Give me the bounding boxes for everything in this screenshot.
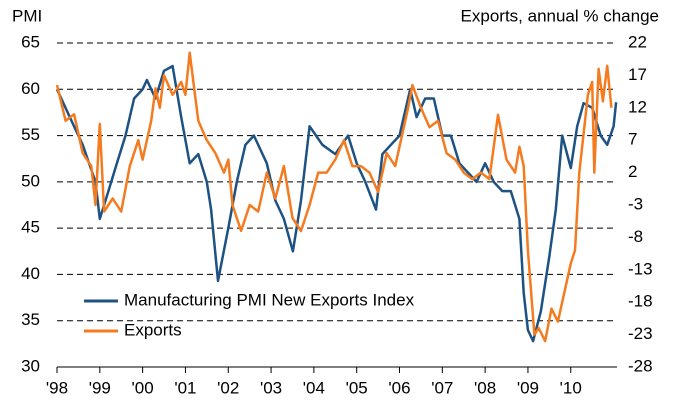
x-tick-label: '03 bbox=[260, 378, 282, 397]
y2-tick-label: 12 bbox=[628, 97, 647, 116]
y-tick-label: 40 bbox=[21, 264, 40, 283]
y2-tick-label: -13 bbox=[628, 259, 653, 278]
y-tick-label: 60 bbox=[21, 79, 40, 98]
x-tick-label: '09 bbox=[517, 378, 539, 397]
y2-tick-label: -18 bbox=[628, 292, 653, 311]
x-tick-label: '07 bbox=[431, 378, 453, 397]
x-tick-label: '08 bbox=[474, 378, 496, 397]
y-tick-label: 55 bbox=[21, 125, 40, 144]
y-tick-label: 30 bbox=[21, 356, 40, 375]
y-tick-label: 65 bbox=[21, 32, 40, 51]
y2-tick-label: -3 bbox=[628, 194, 643, 213]
x-tick-label: '00 bbox=[132, 378, 154, 397]
x-tick-label: '98 bbox=[46, 378, 68, 397]
legend-label: Manufacturing PMI New Exports Index bbox=[124, 290, 415, 309]
y-tick-label: 35 bbox=[21, 310, 40, 329]
left-axis-label: PMI bbox=[12, 6, 42, 25]
x-tick-label: '99 bbox=[89, 378, 111, 397]
y2-tick-label: -8 bbox=[628, 227, 643, 246]
x-tick-label: '01 bbox=[174, 378, 196, 397]
series-line bbox=[55, 51, 613, 343]
x-tick-label: '05 bbox=[346, 378, 368, 397]
y-tick-label: 50 bbox=[21, 171, 40, 190]
y2-tick-label: 2 bbox=[628, 162, 637, 181]
right-axis-label: Exports, annual % change bbox=[461, 6, 659, 25]
legend-label: Exports bbox=[124, 320, 182, 339]
x-tick-label: '10 bbox=[560, 378, 582, 397]
y2-tick-label: 7 bbox=[628, 130, 637, 149]
y2-tick-label: 17 bbox=[628, 65, 647, 84]
y2-tick-label: 22 bbox=[628, 32, 647, 51]
x-tick-label: '06 bbox=[388, 378, 410, 397]
y2-tick-label: -28 bbox=[628, 356, 653, 375]
y2-tick-label: -23 bbox=[628, 324, 653, 343]
x-tick-label: '04 bbox=[303, 378, 325, 397]
x-tick-label: '02 bbox=[217, 378, 239, 397]
y-tick-label: 45 bbox=[21, 218, 40, 237]
